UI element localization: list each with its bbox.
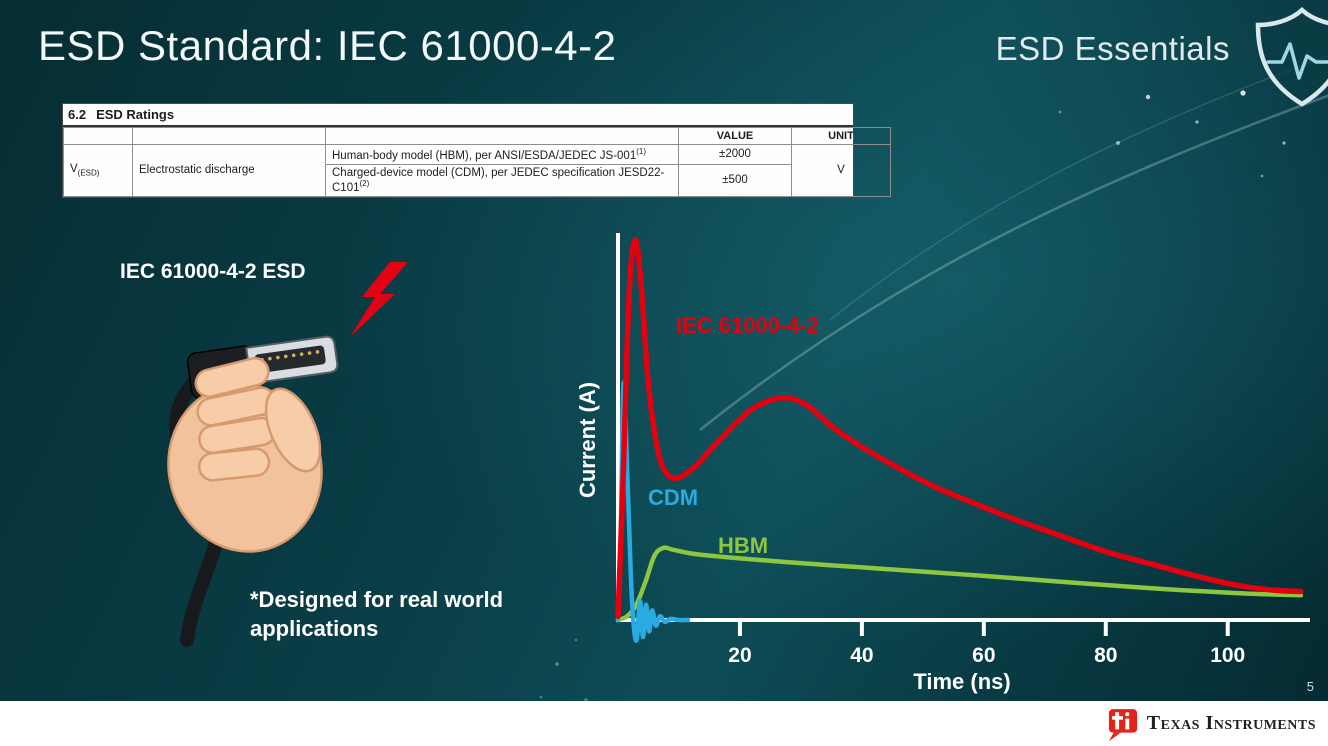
svg-text:80: 80: [1094, 644, 1117, 667]
series-label-hbm: HBM: [718, 533, 769, 558]
hand: [167, 357, 323, 553]
unit-cell: V: [791, 144, 891, 197]
esd-waveform-chart: 20 40 60 80 100 Current (A) Time (ns) IEC 61…: [550, 225, 1325, 705]
ti-wordmark: Texas Instruments: [1146, 712, 1316, 734]
section-number: 6.2: [68, 107, 87, 122]
lightning-bolt-icon: [350, 262, 408, 337]
ti-logo: Texas Instruments: [1107, 706, 1316, 742]
svg-text:20: 20: [728, 644, 751, 667]
illustration-label: IEC 61000-4-2 ESD: [120, 260, 306, 283]
parameter-cell: Electrostatic discharge: [132, 144, 326, 197]
series-label-cdm: CDM: [648, 485, 699, 510]
x-axis-label: Time (ns): [913, 669, 1011, 694]
table-section-heading: 6.2 ESD Ratings: [63, 104, 853, 127]
series-brand-label: ESD Essentials: [995, 30, 1230, 67]
svg-text:60: 60: [972, 644, 995, 667]
series-label-iec: IEC 61000-4-2: [676, 313, 820, 338]
table-header-row: VALUE UNIT: [63, 127, 891, 145]
value-cell: ±2000: [678, 144, 792, 165]
ti-logo-icon: [1108, 708, 1137, 741]
value-cell: ±500: [678, 163, 792, 197]
esd-strike-illustration: [167, 262, 408, 647]
esd-shield-icon: [1255, 6, 1328, 107]
esd-ratings-table: 6.2 ESD Ratings VALUE UNIT V(ESD) Electro…: [62, 103, 891, 198]
svg-text:100: 100: [1210, 644, 1245, 667]
value-column-header: VALUE: [678, 127, 792, 145]
footer-bar: Texas Instruments: [0, 701, 1328, 746]
page-number: 5: [1306, 679, 1314, 694]
footnote-text: *Designed for real world applications: [250, 587, 504, 641]
section-title: ESD Ratings: [96, 107, 175, 122]
y-axis-label: Current (A): [575, 381, 600, 499]
description-cell: Charged-device model (CDM), per JEDEC sp…: [325, 163, 679, 197]
svg-text:40: 40: [850, 644, 873, 667]
table-row: V(ESD) Electrostatic discharge Human-bod…: [63, 144, 891, 197]
chart-canvas: 20 40 60 80 100: [615, 233, 1310, 667]
unit-column-header: UNIT: [791, 127, 891, 145]
table-row: Charged-device model (CDM), per JEDEC sp…: [64, 163, 891, 197]
description-cell: Human-body model (HBM), per ANSI/ESDA/JE…: [325, 144, 679, 165]
page-title: ESD Standard: IEC 61000-4-2: [38, 22, 617, 69]
symbol-cell: V(ESD): [63, 144, 133, 197]
